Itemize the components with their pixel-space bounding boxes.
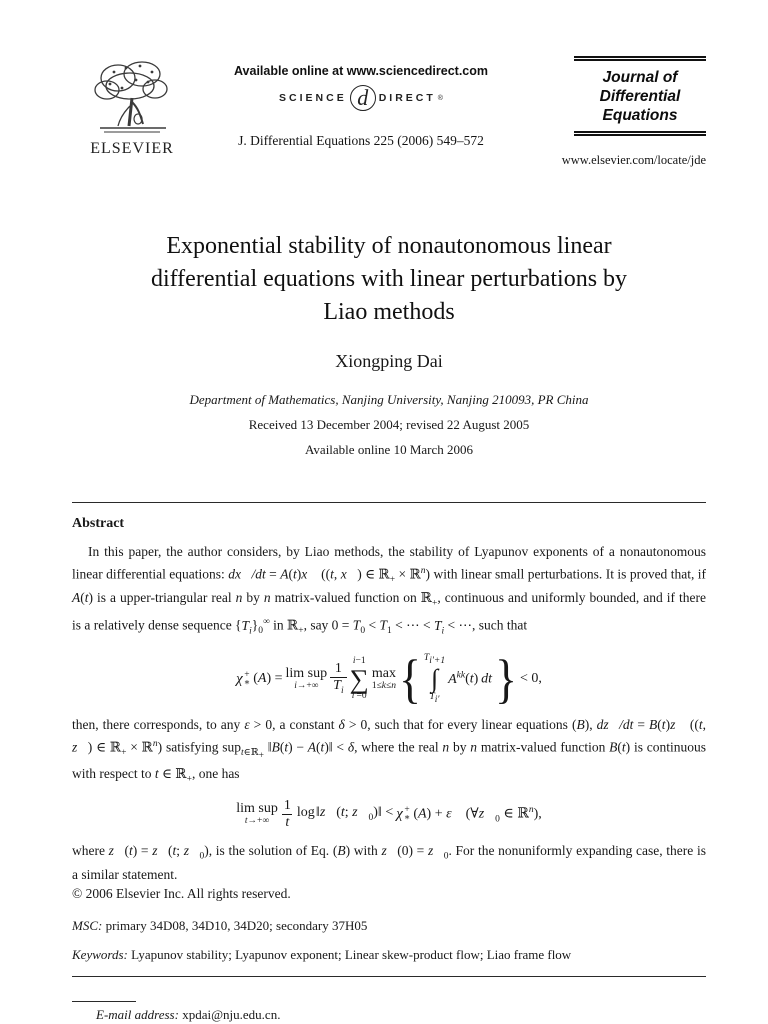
journal-name-line: Differential bbox=[599, 88, 681, 105]
chi-star-plus: χ + ∗ bbox=[396, 805, 411, 824]
header-center: Available online at www.sciencedirect.co… bbox=[192, 56, 530, 149]
formula-tail: (A) + ε (∀z⃗0 ∈ ℝn), bbox=[413, 804, 542, 824]
sciencedirect-logo[interactable]: SCIENCE d DIRECT ® bbox=[192, 85, 530, 111]
fraction-one-over-Ti: 1 Ti bbox=[330, 661, 347, 697]
msc-label: MSC: bbox=[72, 918, 103, 934]
abstract-bottom-rule bbox=[72, 976, 706, 978]
display-formula-limsup-bound: lim sup t→+∞ 1 t log ‖z⃗(t; z⃗0)‖ < χ + … bbox=[72, 798, 706, 831]
direct-word: DIRECT bbox=[378, 92, 436, 104]
elsevier-logo-block: ELSEVIER bbox=[72, 56, 192, 158]
email-address-link[interactable]: xpdai@nju.edu.cn. bbox=[178, 1007, 281, 1023]
author-affiliation: Department of Mathematics, Nanjing Unive… bbox=[189, 392, 589, 407]
science-word: SCIENCE bbox=[279, 92, 347, 104]
copyright-line: © 2006 Elsevier Inc. All rights reserved… bbox=[72, 885, 291, 901]
limsup-operator: lim sup t→+∞ bbox=[236, 800, 278, 826]
abstract-paragraph-1: In this paper, the author considers, by … bbox=[72, 544, 707, 637]
summation-operator: i−1 ∑ i′=0 bbox=[349, 656, 369, 702]
elsevier-tree-icon bbox=[94, 61, 168, 133]
sciencedirect-d-icon: d bbox=[349, 85, 376, 111]
display-formula-chi-condition: χ + ∗ (A) = lim sup i→+∞ 1 Ti i−1 bbox=[72, 648, 706, 709]
journal-name-line: Equations bbox=[602, 107, 678, 124]
title-line: Exponential stability of nonautonomous l… bbox=[166, 233, 612, 259]
formula-tail: < 0, bbox=[519, 671, 542, 687]
journal-name-line: Journal of bbox=[602, 69, 678, 86]
page-header: ELSEVIER Available online at www.science… bbox=[72, 56, 706, 168]
received-dates: Received 13 December 2004; revised 22 Au… bbox=[248, 417, 530, 432]
keywords-text: Lyapunov stability; Lyapunov exponent; L… bbox=[127, 947, 572, 963]
journal-citation: J. Differential Equations 225 (2006) 549… bbox=[238, 133, 484, 148]
left-brace: { bbox=[398, 648, 421, 709]
title-line: differential equations with linear pertu… bbox=[150, 266, 628, 292]
journal-name-box: Journal of Differential Equations bbox=[574, 56, 706, 136]
header-right: Journal of Differential Equations www.el… bbox=[530, 56, 706, 168]
max-operator: max 1≤k≤n bbox=[371, 665, 396, 691]
abstract-paragraph-2: then, there corresponds, to any ε > 0, a… bbox=[72, 717, 707, 786]
journal-url-link[interactable]: www.elsevier.com/locate/jde bbox=[561, 153, 706, 167]
footnote-rule bbox=[72, 1001, 136, 1003]
msc-line: MSC: primary 34D08, 34D10, 34D20; second… bbox=[72, 918, 706, 934]
abstract-top-rule bbox=[72, 502, 706, 503]
fraction-one-over-t: 1 t bbox=[282, 797, 293, 830]
msc-text: primary 34D08, 34D10, 34D20; secondary 3… bbox=[102, 918, 368, 934]
log-norm-term: log ‖z⃗(t; z⃗0)‖ < bbox=[296, 805, 394, 824]
email-footnote: E-mail address: xpdai@nju.edu.cn. bbox=[72, 1007, 706, 1023]
article-title: Exponential stability of nonautonomous l… bbox=[79, 230, 699, 329]
keywords-label: Keywords: bbox=[72, 947, 128, 963]
available-online-date: Available online 10 March 2006 bbox=[305, 442, 473, 457]
author-name: Xiongping Dai bbox=[335, 351, 443, 371]
integrand: Akk(t) dt bbox=[448, 670, 493, 688]
abstract-heading: Abstract bbox=[72, 516, 125, 531]
formula-lhs: (A) = bbox=[253, 671, 283, 687]
elsevier-wordmark: ELSEVIER bbox=[90, 140, 174, 157]
available-online-link[interactable]: Available online at www.sciencedirect.co… bbox=[233, 64, 489, 78]
email-label: E-mail address: bbox=[96, 1007, 179, 1023]
right-brace: } bbox=[494, 648, 517, 709]
limsup-operator: lim sup i→+∞ bbox=[285, 665, 328, 691]
integral-operator: Ti′+1 ∫ Ti′ bbox=[423, 653, 446, 705]
chi-star-plus: χ + ∗ bbox=[236, 670, 251, 689]
abstract-paragraph-3: where z⃗(t) = z⃗(t; z⃗0), is the solutio… bbox=[72, 842, 706, 883]
registered-mark: ® bbox=[437, 94, 443, 102]
keywords-line: Keywords: Lyapunov stability; Lyapunov e… bbox=[72, 947, 706, 963]
title-line: Liao methods bbox=[323, 299, 455, 325]
